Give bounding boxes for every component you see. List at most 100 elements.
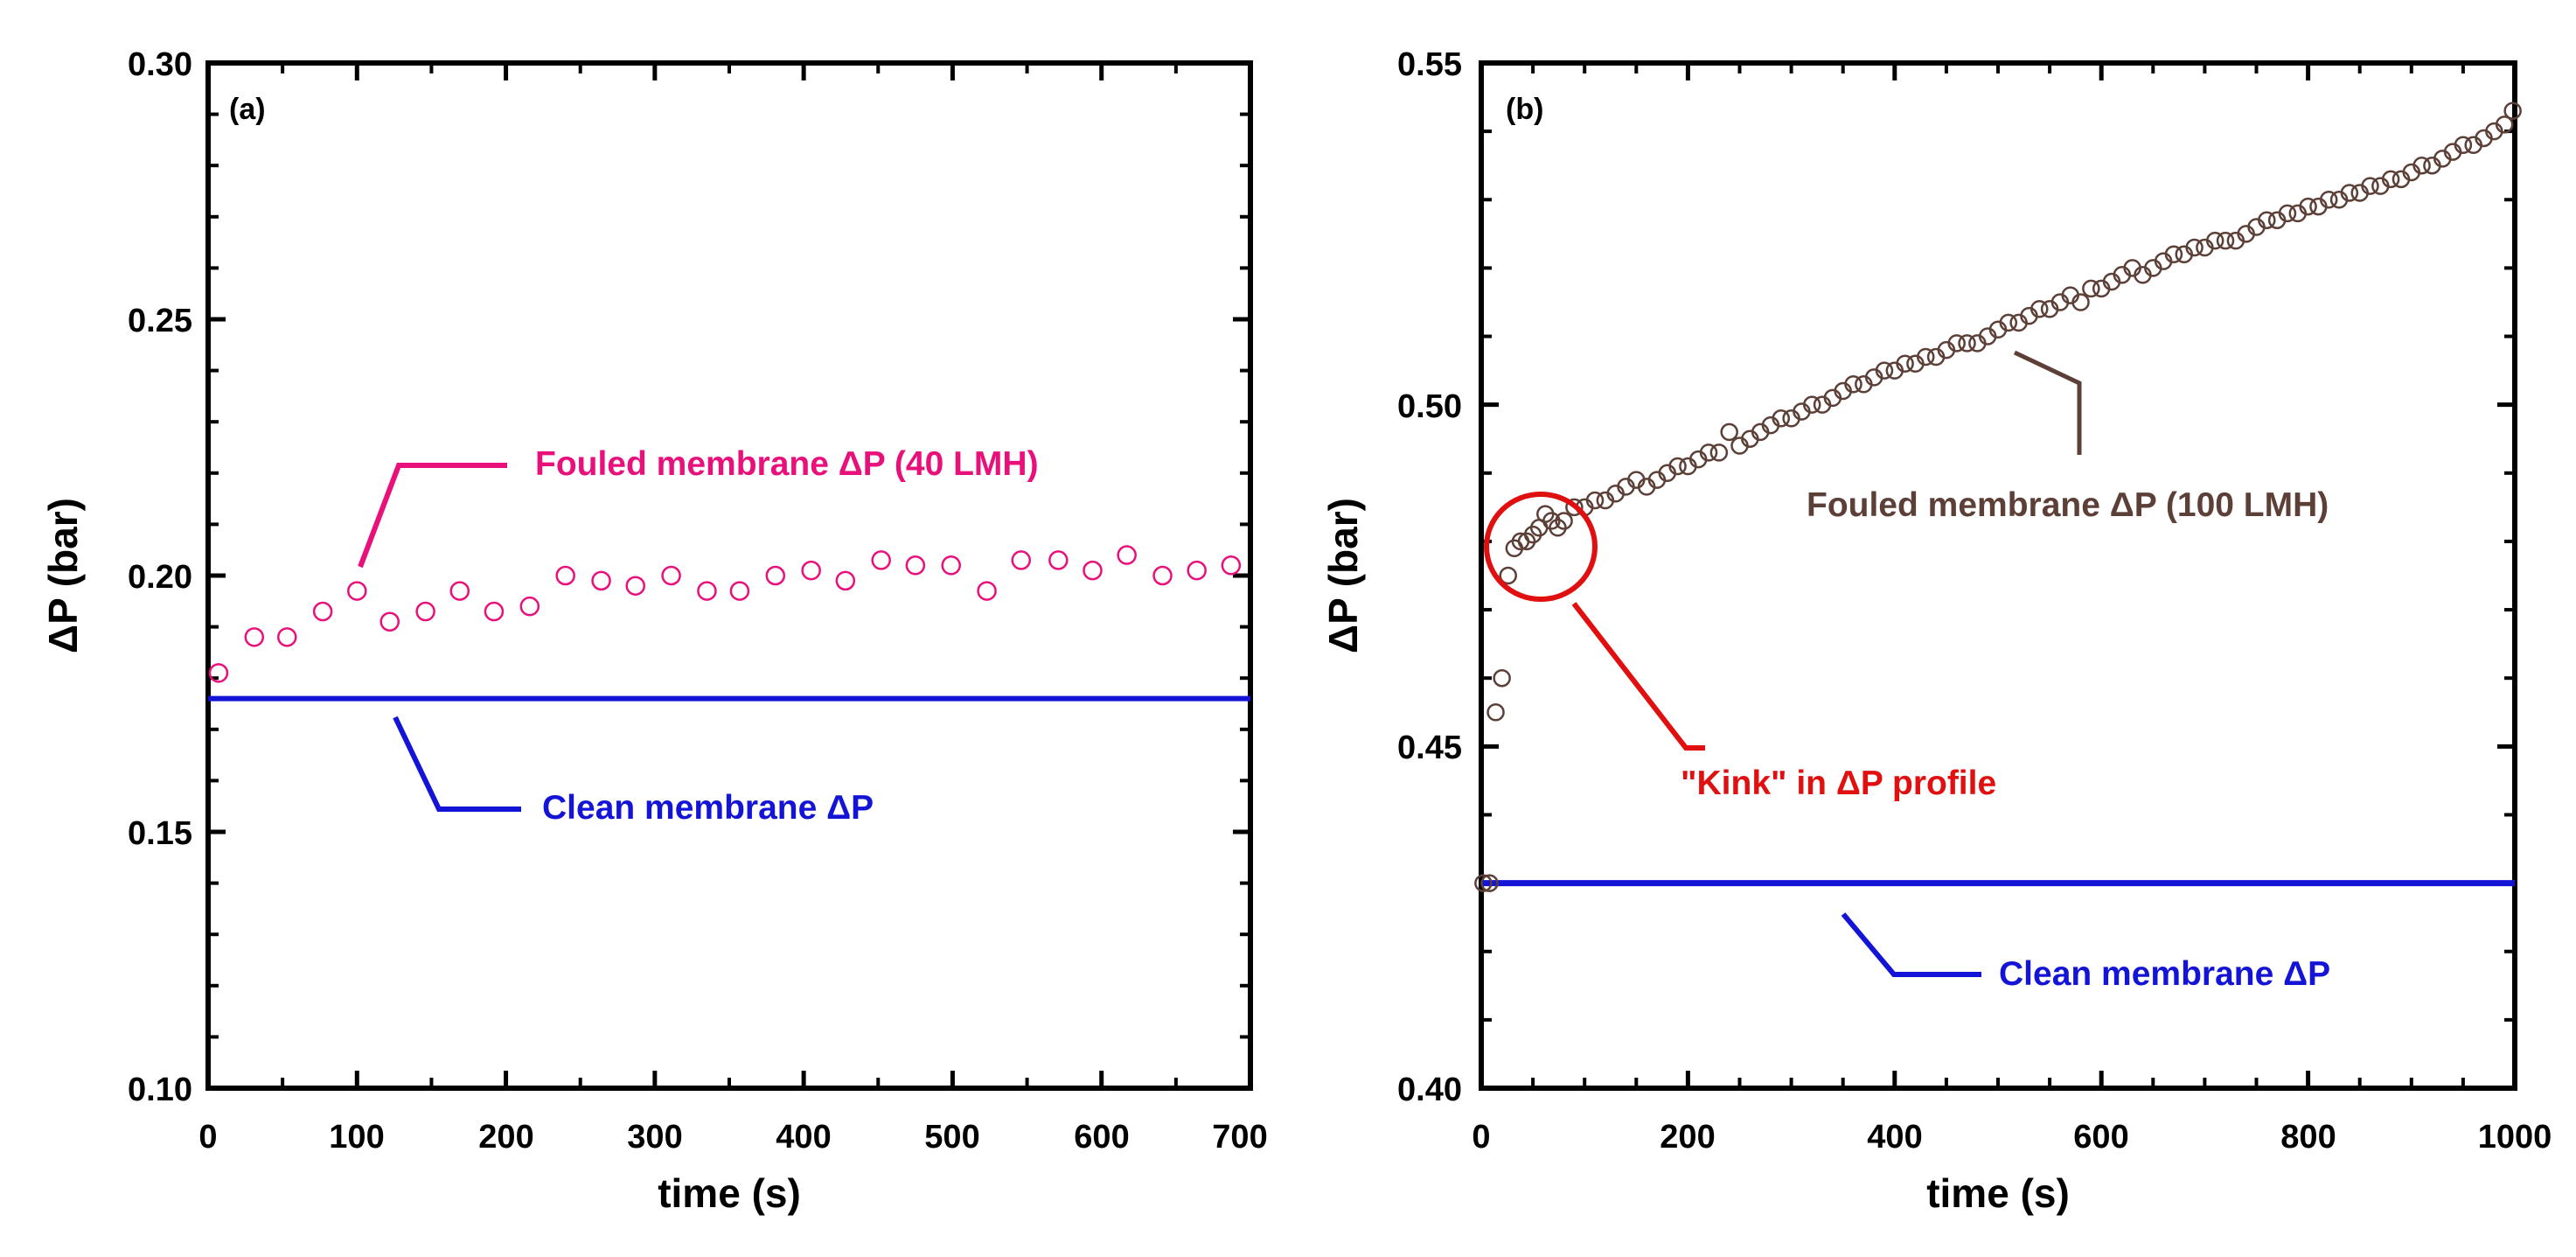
panel-b-data-point <box>2381 170 2400 189</box>
panel-b-data-point <box>1493 668 1511 688</box>
panel-a-data-point <box>977 581 997 601</box>
panel-b-clean-annotation: Clean membrane ΔP <box>1999 955 2330 993</box>
panel-b-data-point <box>2495 115 2514 134</box>
panel-b-ytick-label: 0.55 <box>1397 46 1462 83</box>
panel-b-data-point <box>1499 566 1517 585</box>
panel-b-data-point <box>2412 156 2431 175</box>
panel-a-data-point <box>312 601 333 622</box>
panel-b-data-point <box>1958 334 1976 353</box>
panel-b-xtick-label: 800 <box>2280 1119 2336 1156</box>
panel-b-data-point <box>2340 184 2359 202</box>
panel-b-data-point <box>1699 443 1718 462</box>
panel-b-clean-leader-line <box>1841 912 1981 977</box>
panel-b-data-point <box>1486 703 1505 722</box>
panel-b-xtick-label: 400 <box>1867 1119 1922 1156</box>
panel-b-data-point <box>1896 354 1914 374</box>
panel-a-clean-leader-line <box>393 716 521 812</box>
panel-a-ticks <box>205 60 1253 1091</box>
panel-b-xtick-label: 0 <box>1472 1119 1490 1156</box>
panel-b-data-point <box>1555 512 1573 530</box>
panel-b-data-point <box>2082 279 2100 298</box>
panel-b-data-point <box>1772 409 1791 428</box>
panel-b-data-point <box>2454 136 2473 155</box>
panel-a-frame <box>205 60 1253 1091</box>
panel-b-ytick-label: 0.45 <box>1397 730 1462 766</box>
panel-a-data-point <box>661 565 681 586</box>
panel-a-data-point <box>697 581 717 601</box>
panel-a-data-point <box>1011 550 1032 570</box>
panel-b-data-point <box>2185 238 2204 257</box>
panel-a-data-point <box>871 550 891 570</box>
panel-a-data-point <box>277 627 297 647</box>
panel-b-kink-annotation: "Kink" in ΔP profile <box>1681 765 1996 802</box>
panel-b-data-point <box>2205 231 2224 250</box>
panel-b-data-point <box>2164 245 2183 264</box>
panel-b-kink-circle <box>1484 492 1598 602</box>
panel-b-label: (b) <box>1506 93 1543 126</box>
panel-b-data-point <box>1802 395 1821 414</box>
panel-a-data-point <box>1221 555 1242 576</box>
panel-a-ytick-label: 0.25 <box>128 303 192 339</box>
panel-a: 0.10 0.15 0.20 0.25 0.30 0 100 200 300 4… <box>40 46 1268 1216</box>
panel-a-y-axis-title: ΔP (bar) <box>40 498 86 653</box>
panel-a-data-point <box>625 576 645 596</box>
panel-a-x-axis-title: time (s) <box>658 1170 801 1216</box>
panel-a-ytick-label: 0.30 <box>128 46 192 83</box>
panel-a-xtick-label: 300 <box>627 1119 682 1156</box>
panel-b-xtick-label: 600 <box>2073 1119 2128 1156</box>
panel-b-data-point <box>1720 422 1738 442</box>
panel-a-fouled-annotation: Fouled membrane ΔP (40 LMH) <box>535 445 1039 483</box>
panel-b-data-point <box>2361 177 2379 195</box>
panel-a-ytick-label: 0.15 <box>128 815 192 852</box>
panel-a-data-point <box>484 601 505 622</box>
panel-a-data-point <box>244 627 265 647</box>
panel-a-ytick-label: 0.20 <box>128 559 192 596</box>
panel-a-fouled-markers <box>208 545 1242 683</box>
panel-a-ytick-label: 0.10 <box>128 1072 192 1108</box>
panel-a-data-point <box>1083 560 1103 581</box>
panel-b-data-point <box>2319 191 2338 209</box>
panel-a-data-point <box>1048 550 1069 570</box>
panel-a-data-point <box>1187 560 1207 581</box>
panel-a-data-point <box>1117 545 1137 565</box>
panel-a-data-point <box>415 601 435 622</box>
panel-b-fouled-leader-line <box>2013 350 2082 455</box>
panel-b-data-point <box>1875 361 1894 380</box>
panel-b-data-point <box>1917 347 1935 367</box>
panel-b-data-point <box>2503 101 2522 120</box>
panel-a-data-point <box>591 570 611 591</box>
panel-a-label: (a) <box>229 93 266 126</box>
panel-b-ytick-label: 0.40 <box>1397 1072 1462 1108</box>
panel-a-data-point <box>555 565 575 586</box>
panel-b-kink-leader-line <box>1571 602 1705 751</box>
panel-b-ytick-label: 0.50 <box>1397 388 1462 425</box>
panel-b-xtick-label: 200 <box>1660 1119 1715 1156</box>
panel-b-data-point <box>1668 457 1687 476</box>
panel-a-data-point <box>835 570 856 591</box>
panel-b-data-point <box>2299 197 2317 216</box>
panel-b-data-point <box>2278 204 2297 223</box>
panel-a-data-point <box>347 581 367 601</box>
panel-b-data-point <box>1947 334 1966 353</box>
panel-a-xtick-label: 700 <box>1212 1119 1267 1156</box>
panel-b-data-point <box>2258 211 2276 229</box>
panel-b-frame <box>1479 60 2517 1091</box>
panel-a-data-point <box>1152 565 1173 586</box>
panel-b-data-point <box>1480 874 1499 892</box>
panel-b-data-point <box>2071 293 2090 311</box>
panel-a-fouled-leader-line <box>358 463 507 569</box>
panel-a-data-point <box>941 555 961 576</box>
panel-a-xtick-label: 0 <box>198 1119 217 1156</box>
panel-a-clean-annotation: Clean membrane ΔP <box>542 789 874 827</box>
panel-b-data-point <box>1565 498 1584 517</box>
panel-a-xtick-label: 100 <box>329 1119 384 1156</box>
panel-a-data-point <box>729 581 750 601</box>
panel-a-xtick-label: 500 <box>924 1119 979 1156</box>
panel-a-xtick-label: 600 <box>1074 1119 1129 1156</box>
panel-b-data-point <box>1474 874 1493 892</box>
panel-a-data-point <box>449 581 470 601</box>
panel-b-ticks <box>1479 60 2517 1091</box>
panel-b-data-point <box>2030 300 2049 318</box>
panel-a-data-point <box>519 596 540 617</box>
